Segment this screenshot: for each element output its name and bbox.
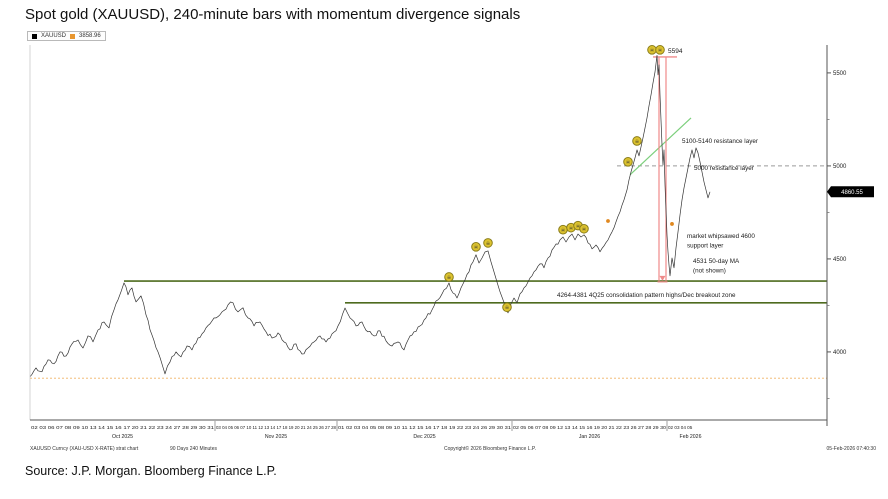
legend-swatch-level-icon bbox=[70, 33, 76, 39]
chart-legend[interactable]: XAUUSD 3858.96 bbox=[27, 31, 106, 41]
date-axis-month-label: Jan 2026 bbox=[579, 434, 600, 440]
source-attribution: Source: J.P. Morgan. Bloomberg Finance L… bbox=[25, 464, 277, 478]
chart-annotation: market whipsawed 4600 bbox=[687, 233, 755, 240]
legend-label-series: XAUUSD bbox=[41, 33, 67, 39]
legend-swatch-price-icon bbox=[32, 33, 37, 39]
divergence-signal-marker-icon[interactable] bbox=[623, 157, 633, 167]
chart-annotation: support layer bbox=[687, 243, 723, 250]
y-axis-label: 4000 bbox=[833, 350, 847, 356]
chart-title: Spot gold (XAUUSD), 240-minute bars with… bbox=[25, 6, 521, 23]
chart-annotation: 5000 resistance layer bbox=[694, 165, 754, 172]
divergence-marker-glyph: ☠ bbox=[505, 305, 510, 311]
divergence-signal-marker-icon[interactable] bbox=[579, 223, 589, 234]
footer-timestamp: 05-Feb-2026 07:40:30 bbox=[827, 446, 877, 452]
date-axis-month-label: Feb 2026 bbox=[680, 434, 702, 440]
divergence-marker-glyph: ☠ bbox=[447, 275, 452, 281]
date-axis-month-label: Oct 2025 bbox=[112, 434, 133, 440]
minor-signal-dot-icon bbox=[670, 222, 674, 226]
date-axis-days: 01 02 03 04 05 08 09 10 11 12 15 16 17 1… bbox=[338, 425, 512, 430]
chart-annotation: (not shown) bbox=[693, 268, 726, 275]
divergence-marker-glyph: ☠ bbox=[582, 227, 587, 233]
y-axis-label: 5500 bbox=[833, 71, 847, 77]
trendline bbox=[629, 117, 692, 176]
y-axis-label: 4500 bbox=[833, 257, 847, 263]
divergence-marker-glyph: ☠ bbox=[486, 241, 491, 247]
footer-copyright: Copyright© 2026 Bloomberg Finance L.P. bbox=[444, 445, 536, 452]
divergence-marker-glyph: ☠ bbox=[658, 48, 663, 54]
price-series bbox=[29, 55, 711, 378]
legend-label-level: 3858.96 bbox=[79, 33, 101, 39]
price-chart-canvas[interactable]: ☠☠☠☠☠ ☠ ☠☠☠☠☠ ☠55005000450040004860.5555945… bbox=[0, 0, 888, 458]
date-axis-month-label: Nov 2025 bbox=[265, 434, 287, 440]
divergence-marker-glyph: ☠ bbox=[561, 228, 566, 234]
divergence-signal-marker-icon[interactable] bbox=[483, 238, 493, 248]
divergence-signal-marker-icon[interactable] bbox=[444, 272, 454, 282]
minor-signal-dot-icon bbox=[606, 219, 610, 223]
divergence-marker-glyph: ☠ bbox=[569, 226, 574, 232]
chart-annotation: 4264-4381 4Q25 consolidation pattern hig… bbox=[557, 292, 736, 299]
divergence-marker-glyph: ☠ bbox=[635, 139, 640, 145]
last-price-value: 4860.55 bbox=[841, 190, 863, 196]
divergence-signal-marker-icon[interactable] bbox=[471, 242, 481, 252]
divergence-signal-marker-icon[interactable] bbox=[655, 45, 665, 55]
date-axis-days: 02 05 06 07 08 09 12 13 14 15 16 19 20 2… bbox=[513, 425, 666, 430]
date-axis-days: 02 03 04 05 bbox=[668, 425, 693, 430]
divergence-marker-glyph: ☠ bbox=[626, 160, 631, 166]
peak-price-label: 5594 bbox=[668, 48, 683, 55]
chart-annotation: 4531 50-day MA bbox=[693, 258, 740, 265]
divergence-marker-glyph: ☠ bbox=[474, 245, 479, 251]
footer-range-info: 90 Days 240 Minutes bbox=[170, 446, 217, 452]
divergence-signal-marker-icon[interactable] bbox=[502, 302, 512, 313]
divergence-marker-glyph: ☠ bbox=[576, 224, 581, 230]
date-axis-days: 02 03 06 07 08 09 10 13 14 15 16 17 20 2… bbox=[31, 425, 215, 430]
divergence-marker-glyph: ☠ bbox=[650, 48, 655, 54]
last-price-tag bbox=[827, 186, 874, 198]
date-axis-month-label: Dec 2025 bbox=[413, 434, 435, 440]
crash-bottom-marker-icon bbox=[659, 275, 666, 281]
chart-annotation: 5100-5140 resistance layer bbox=[682, 138, 758, 145]
footer-instrument-info: XAUUSD Curncy (XAU-USD X-RATE) strat cha… bbox=[30, 446, 139, 452]
divergence-signal-marker-icon[interactable] bbox=[632, 136, 642, 146]
y-axis-label: 5000 bbox=[833, 164, 847, 170]
date-axis-days: 03 04 05 06 07 10 11 12 13 14 17 18 19 2… bbox=[216, 425, 336, 430]
